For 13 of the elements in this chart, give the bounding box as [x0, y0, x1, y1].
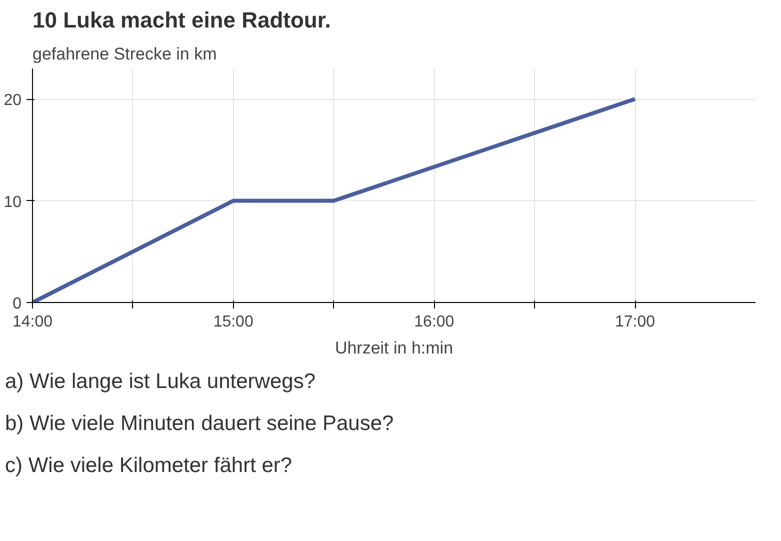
x-tick-label: 14:00	[12, 314, 53, 330]
y-tick-label: 20	[4, 92, 22, 110]
chart-title: 10 Luka macht eine Radtour.	[32, 8, 331, 32]
x-tick-label: 17:00	[614, 314, 656, 330]
y-axis-title: gefahrene Strecke in km	[32, 44, 217, 64]
text: a) Wie lange ist Luka unterwegs?	[5, 369, 316, 395]
text: b) Wie viele Minuten dauert seine Pause?	[5, 411, 394, 437]
y-tick-label: 0	[12, 296, 22, 312]
x-tick-label: 15:00	[213, 314, 254, 330]
x-tick-label: 16:00	[414, 314, 454, 330]
x-axis-title: Uhrzeit in h:min	[334, 338, 454, 358]
y-tick-label: 10	[4, 194, 22, 211]
text: c) Wie viele Kilometer fährt er?	[5, 453, 292, 479]
